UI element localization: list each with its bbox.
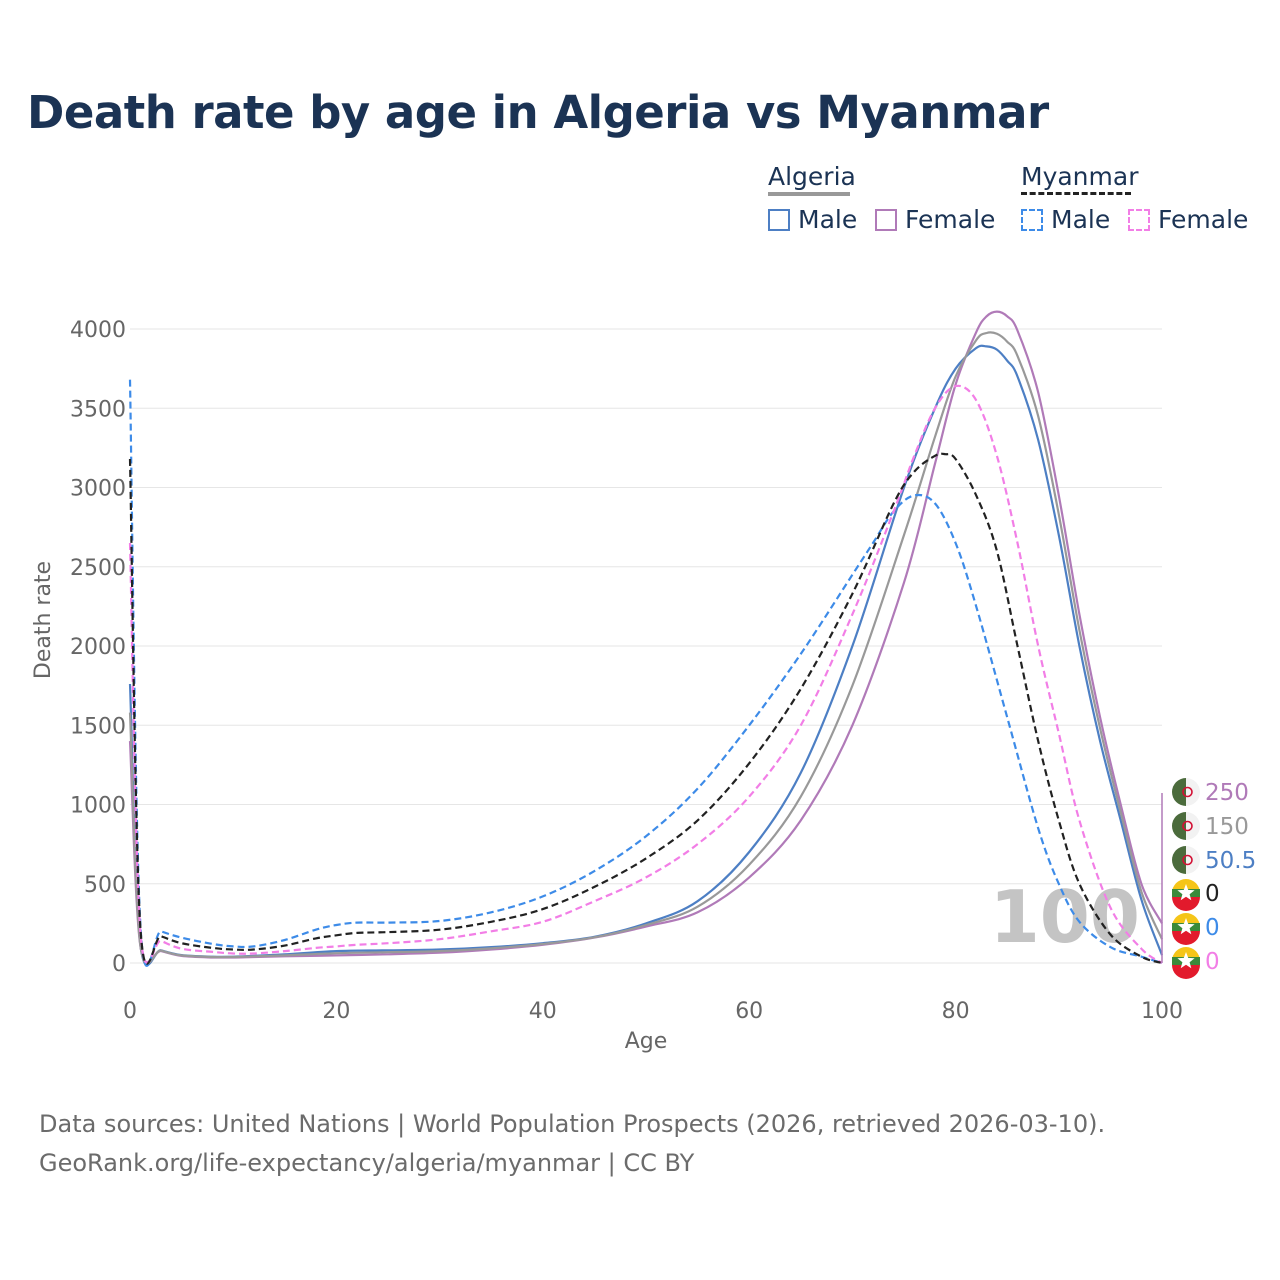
myanmar-flag-star bbox=[1177, 884, 1195, 901]
y-tick-label: 1000 bbox=[70, 794, 126, 819]
legend-group-myanmar: Myanmar bbox=[1021, 162, 1139, 191]
legend-swatch-myanmar-female bbox=[1128, 208, 1150, 231]
algeria-flag-crescent bbox=[1182, 854, 1193, 866]
legend-item-algeria-male[interactable]: Male bbox=[768, 205, 857, 234]
myanmar-flag-red bbox=[1172, 897, 1200, 911]
series-line-myanmar-female[interactable] bbox=[128, 384, 1163, 964]
source-line-1: Data sources: United Nations | World Pop… bbox=[39, 1110, 1106, 1138]
y-tick-label: 4000 bbox=[70, 318, 126, 343]
y-tick-label: 2000 bbox=[70, 635, 126, 660]
end-label-value: 0 bbox=[1205, 915, 1220, 941]
x-tick-label: 0 bbox=[123, 999, 137, 1024]
series-line-algeria-female[interactable] bbox=[128, 310, 1163, 964]
x-tick-label: 100 bbox=[1141, 999, 1183, 1024]
y-tick-label: 1500 bbox=[70, 714, 126, 739]
legend-item-myanmar-male[interactable]: Male bbox=[1021, 205, 1110, 234]
series-line-algeria-male[interactable] bbox=[128, 344, 1164, 966]
y-tick-label: 500 bbox=[84, 873, 126, 898]
legend-swatch-algeria-male bbox=[768, 208, 790, 231]
series-line-algeria-total[interactable] bbox=[128, 331, 1164, 965]
end-label-value: 0 bbox=[1205, 949, 1220, 975]
source-line-2: GeoRank.org/life-expectancy/algeria/myan… bbox=[39, 1149, 695, 1177]
x-tick-label: 20 bbox=[322, 999, 350, 1024]
myanmar-flag-star bbox=[1177, 918, 1195, 935]
y-axis-label: Death rate bbox=[31, 561, 56, 679]
legend-group-algeria: Algeria bbox=[768, 162, 856, 191]
end-label-1: 250 bbox=[1172, 778, 1249, 806]
end-label-6: 0 bbox=[1172, 947, 1220, 979]
series-line-myanmar-male[interactable] bbox=[128, 379, 1163, 967]
legend-swatch-myanmar-male bbox=[1021, 208, 1043, 231]
end-label-5: 0 bbox=[1172, 913, 1220, 945]
year-watermark: 100 bbox=[990, 875, 1140, 959]
x-tick-label: 80 bbox=[942, 999, 970, 1024]
end-label-2: 150 bbox=[1172, 812, 1249, 840]
end-label-value: 0 bbox=[1205, 881, 1220, 907]
end-label-3: 50.5 bbox=[1172, 846, 1256, 874]
algeria-flag-green bbox=[1172, 846, 1186, 874]
x-axis-label: Age bbox=[625, 1029, 668, 1054]
algeria-flag-crescent bbox=[1182, 786, 1193, 798]
y-tick-label: 2500 bbox=[70, 556, 126, 581]
legend-label-myanmar-female: Female bbox=[1158, 205, 1249, 234]
algeria-flag-crescent bbox=[1182, 820, 1193, 832]
y-tick-label: 3000 bbox=[70, 477, 126, 502]
legend-label-algeria-female: Female bbox=[905, 205, 996, 234]
legend-item-algeria-female[interactable]: Female bbox=[875, 205, 995, 234]
chart-title: Death rate by age in Algeria vs Myanmar bbox=[27, 86, 1049, 139]
end-label-value: 50.5 bbox=[1205, 848, 1256, 874]
y-tick-label: 0 bbox=[112, 952, 126, 977]
myanmar-flag-red bbox=[1172, 931, 1200, 945]
myanmar-flag-star bbox=[1177, 952, 1195, 969]
legend-group-myanmar-line bbox=[1021, 192, 1131, 195]
legend-label-myanmar-male: Male bbox=[1051, 205, 1111, 234]
legend-swatch-algeria-female bbox=[875, 208, 897, 231]
algeria-flag-green bbox=[1172, 778, 1186, 806]
x-tick-label: 40 bbox=[529, 999, 557, 1024]
legend-item-myanmar-female[interactable]: Female bbox=[1128, 205, 1248, 234]
myanmar-flag-red bbox=[1172, 965, 1200, 979]
legend-label-algeria-male: Male bbox=[798, 205, 858, 234]
legend-group-algeria-line bbox=[768, 192, 850, 196]
algeria-flag-green bbox=[1172, 812, 1186, 840]
end-label-value: 150 bbox=[1205, 814, 1249, 840]
series-line-myanmar-total[interactable] bbox=[128, 452, 1163, 965]
y-tick-label: 3500 bbox=[70, 397, 126, 422]
x-tick-label: 60 bbox=[735, 999, 763, 1024]
end-label-4: 0 bbox=[1172, 879, 1220, 911]
end-label-value: 250 bbox=[1205, 780, 1249, 806]
